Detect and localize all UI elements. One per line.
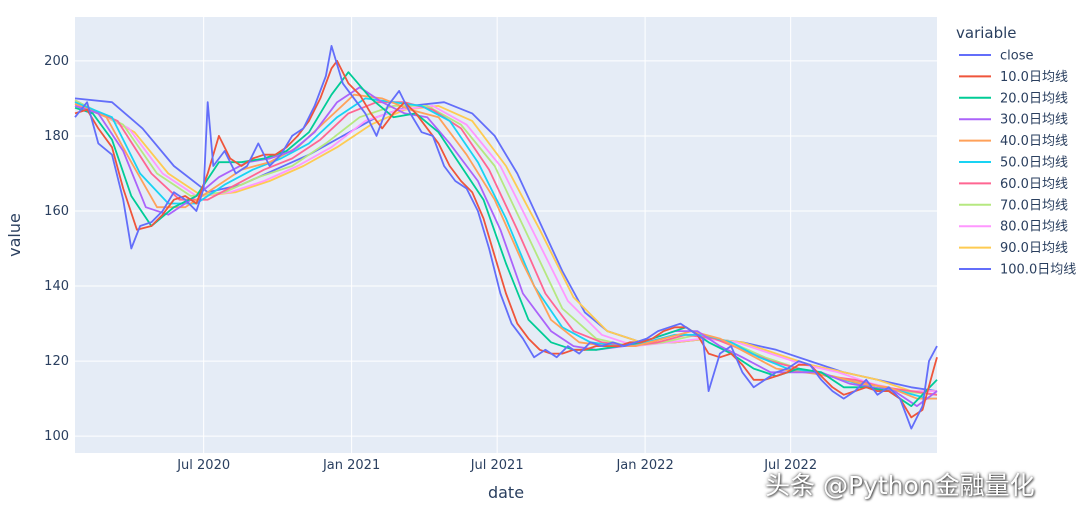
y-tick-label: 120 [44, 354, 69, 369]
y-axis-title: value [5, 213, 24, 257]
legend-label: 50.0日均线 [1000, 156, 1068, 171]
legend-item[interactable]: 80.0日均线 [959, 220, 1068, 235]
legend-label: 10.0日均线 [1000, 70, 1068, 85]
legend-item[interactable]: 50.0日均线 [959, 156, 1068, 171]
series-line-0 [74, 45, 938, 430]
legend-label: 60.0日均线 [1000, 177, 1068, 192]
legend-item[interactable]: 90.0日均线 [959, 241, 1068, 256]
y-tick-label: 140 [44, 279, 69, 294]
x-tick-label: Jan 2022 [615, 458, 673, 473]
legend-label: 20.0日均线 [1000, 91, 1068, 106]
y-tick-label: 100 [44, 429, 69, 444]
watermark: 头条 @Python金融量化 [765, 471, 1035, 500]
x-tick-labels: Jul 2020 Jan 2021 Jul 2021 Jan 2022 Jul 2022 [176, 458, 817, 473]
legend-item[interactable]: 10.0日均线 [959, 70, 1068, 85]
legend-label: close [1000, 49, 1033, 64]
legend-label: 100.0日均线 [1000, 263, 1076, 278]
legend-label: 90.0日均线 [1000, 241, 1068, 256]
legend-item[interactable]: 70.0日均线 [959, 198, 1068, 213]
legend-label: 40.0日均线 [1000, 134, 1068, 149]
x-tick-label: Jul 2022 [763, 458, 817, 473]
legend-label: 70.0日均线 [1000, 198, 1068, 213]
legend-item[interactable]: 40.0日均线 [959, 134, 1068, 149]
legend-item[interactable]: 30.0日均线 [959, 113, 1068, 128]
y-tick-labels: 100 120 140 160 180 200 [44, 54, 69, 444]
series-lines [74, 45, 938, 430]
series-line-1 [74, 60, 938, 419]
legend-label: 30.0日均线 [1000, 113, 1068, 128]
y-tick-label: 160 [44, 204, 69, 219]
legend-item[interactable]: close [959, 49, 1033, 64]
x-tick-label: Jul 2021 [470, 458, 524, 473]
legend-item[interactable]: 100.0日均线 [959, 263, 1076, 278]
y-tick-label: 180 [44, 129, 69, 144]
x-tick-label: Jan 2021 [322, 458, 380, 473]
legend[interactable]: close 10.0日均线 20.0日均线 30.0日均线 40.0日均线 50.0日均线… [959, 49, 1076, 278]
x-axis-title: date [488, 483, 524, 502]
plot-background [75, 17, 937, 453]
series-line-3 [74, 86, 938, 407]
legend-label: 80.0日均线 [1000, 220, 1068, 235]
y-tick-label: 200 [44, 54, 69, 69]
x-tick-label: Jul 2020 [176, 458, 230, 473]
legend-item[interactable]: 20.0日均线 [959, 91, 1068, 106]
legend-title: variable [956, 24, 1017, 42]
legend-item[interactable]: 60.0日均线 [959, 177, 1068, 192]
series-line-8 [74, 99, 937, 392]
